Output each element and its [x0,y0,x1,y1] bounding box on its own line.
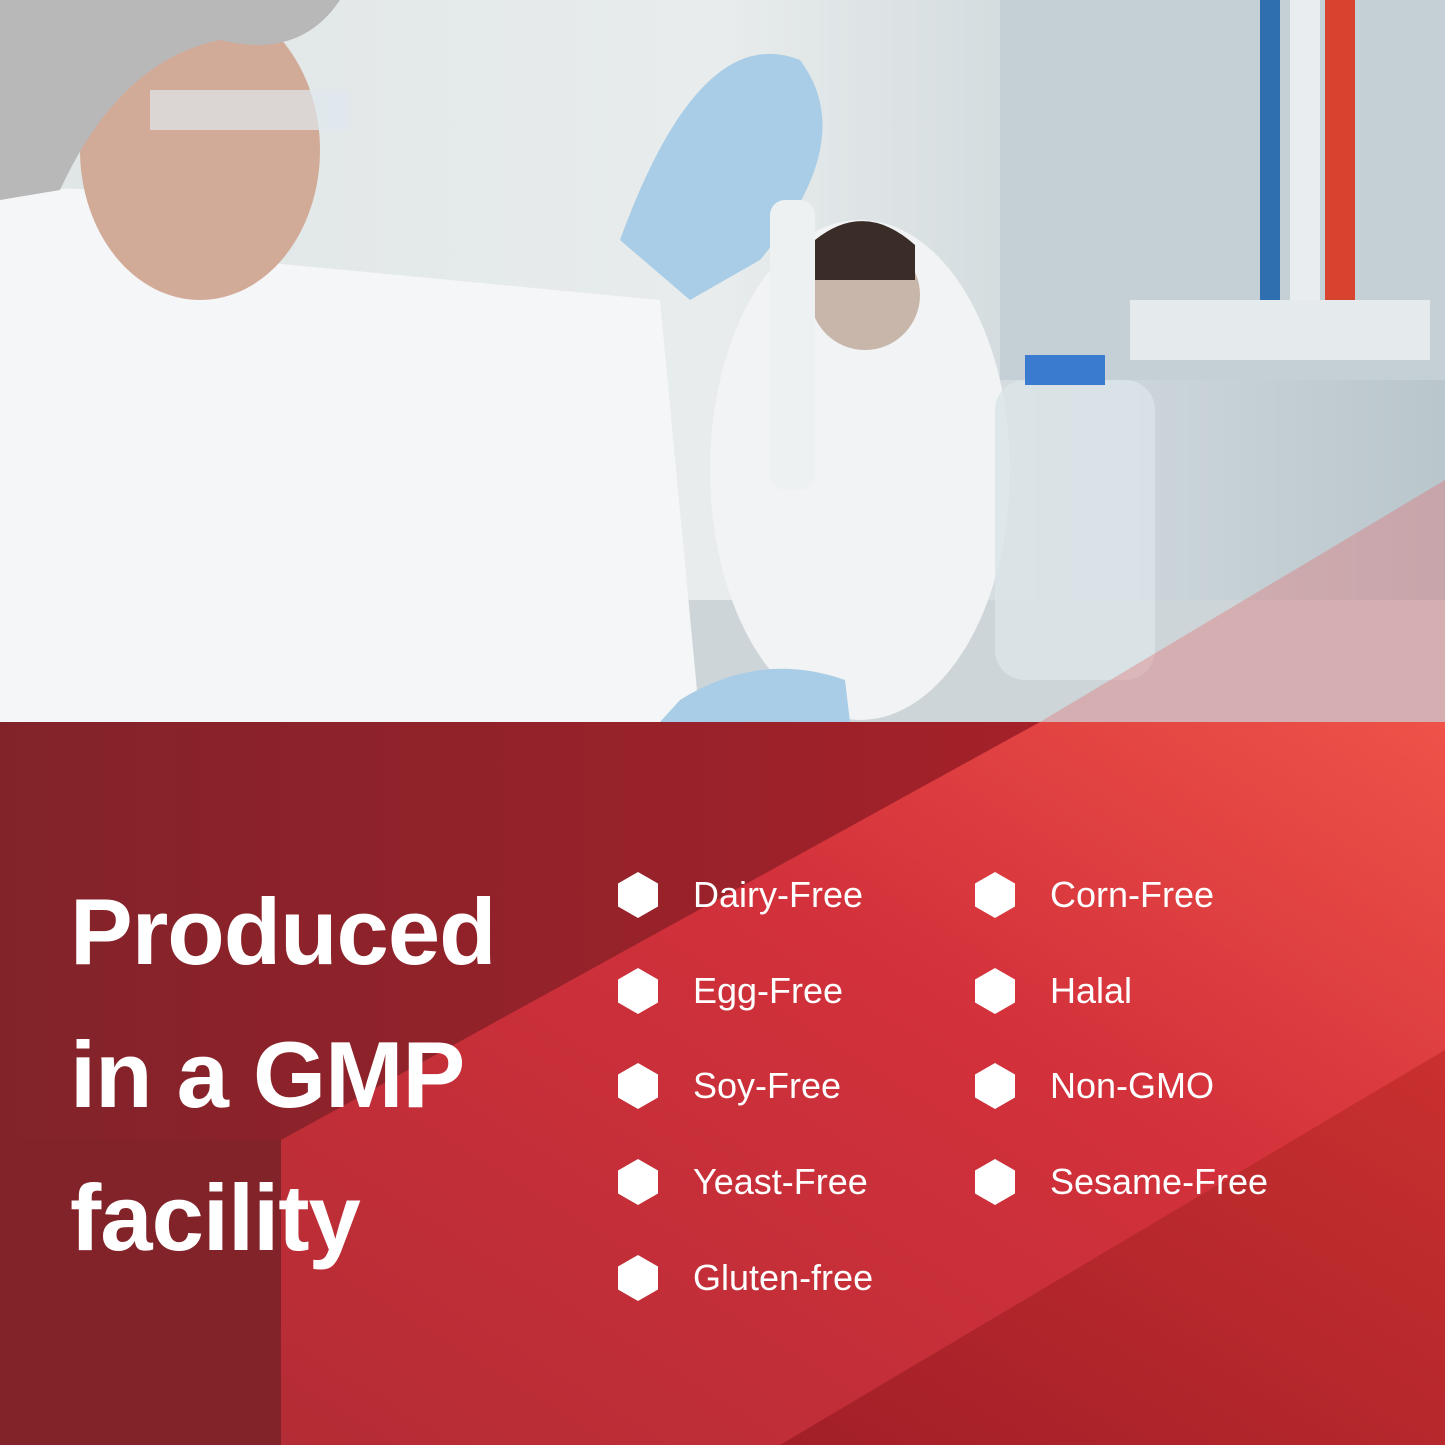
feature-label: Soy-Free [693,1065,842,1106]
feature-item: Yeast-Free [618,1158,868,1206]
feature-label: Sesame-Free [1050,1161,1269,1202]
headline: Produced in a GMP facility [70,860,497,1289]
hexagon-icon [618,872,658,918]
hexagon-icon [618,968,658,1014]
hexagon-icon [618,1255,658,1301]
hexagon-icon [618,1063,658,1109]
feature-item: Non-GMO [975,1062,1214,1110]
feature-item: Corn-Free [975,871,1214,919]
feature-label: Halal [1050,970,1133,1011]
feature-item: Dairy-Free [618,871,863,919]
feature-item: Halal [975,967,1132,1015]
lower-band [780,1050,1445,1445]
hexagon-icon [975,968,1015,1014]
feature-label: Dairy-Free [693,874,864,915]
feature-item: Sesame-Free [975,1158,1268,1206]
feature-label: Gluten-free [693,1257,874,1298]
feature-item: Egg-Free [618,967,843,1015]
hexagon-icon [975,872,1015,918]
headline-line-3: facility [70,1165,361,1270]
headline-line-2: in a GMP [70,1022,465,1127]
feature-label: Non-GMO [1050,1065,1215,1106]
hexagon-icon [618,1159,658,1205]
feature-item: Gluten-free [618,1254,873,1302]
headline-line-1: Produced [70,879,497,984]
feature-item: Soy-Free [618,1062,841,1110]
lab-photo [0,0,1445,723]
hexagon-icon [975,1063,1015,1109]
hexagon-icon [975,1159,1015,1205]
feature-label: Corn-Free [1050,874,1215,915]
feature-label: Egg-Free [693,970,844,1011]
feature-label: Yeast-Free [693,1161,868,1202]
dark-strip [0,1140,281,1445]
